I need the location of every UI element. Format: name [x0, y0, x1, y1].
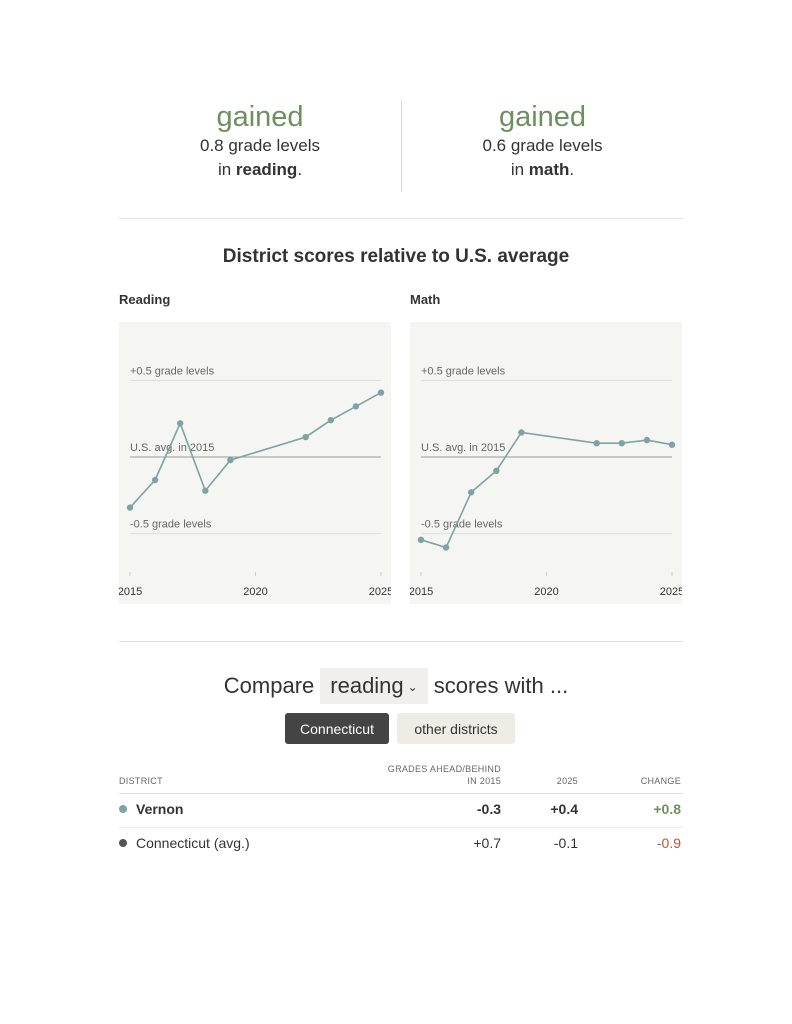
- subject-dropdown[interactable]: reading ⌄: [320, 668, 428, 704]
- header-2025: 2025: [556, 776, 578, 786]
- reading-amount: 0.8 grade levels: [199, 136, 321, 155]
- header-grades-line1: GRADES AHEAD/BEHIND: [387, 764, 501, 774]
- vernon-dot: [119, 805, 127, 813]
- reading-headline: gained: [216, 101, 304, 133]
- row-2015: +0.7: [473, 835, 501, 851]
- reading-subject-line: in reading.: [119, 158, 401, 182]
- math-summary: gained 0.6 grade levels in math.: [401, 100, 683, 192]
- reference-label: -0.5 grade levels: [130, 519, 212, 531]
- data-point: [151, 476, 159, 484]
- math-amount: 0.6 grade levels: [482, 136, 603, 155]
- x-tick-label: 2020: [243, 586, 267, 598]
- toggle-connecticut[interactable]: Connecticut: [285, 713, 389, 744]
- table-header-divider: [119, 793, 683, 794]
- reading-in: in: [217, 160, 236, 179]
- row-2015: -0.3: [476, 801, 501, 817]
- x-tick-label: 2015: [410, 586, 433, 598]
- data-point: [618, 440, 625, 447]
- math-end: .: [569, 160, 575, 179]
- x-tick-label: 2025: [660, 586, 682, 598]
- reference-label: +0.5 grade levels: [421, 365, 506, 377]
- header-grades-line2: IN 2015: [467, 776, 501, 786]
- data-point: [593, 440, 600, 447]
- reference-label: U.S. avg. in 2015: [421, 442, 505, 454]
- data-point: [202, 487, 209, 494]
- x-tick-label: 2015: [119, 586, 142, 598]
- header-change: CHANGE: [640, 776, 681, 786]
- row-change: +0.8: [653, 801, 681, 817]
- data-point: [177, 420, 184, 427]
- data-point: [417, 536, 425, 543]
- compare-heading: Compare reading ⌄ scores with ...: [0, 668, 792, 704]
- data-point: [352, 403, 360, 410]
- header-district: DISTRICT: [119, 776, 163, 786]
- chevron-down-icon: ⌄: [407, 680, 418, 694]
- data-point: [377, 389, 385, 396]
- row-2025: -0.1: [553, 835, 578, 851]
- reference-label: -0.5 grade levels: [421, 519, 503, 531]
- series-line: [129, 391, 382, 509]
- data-point: [468, 489, 475, 496]
- toggle-other-districts[interactable]: other districts: [397, 713, 515, 744]
- reading-chart-title: Reading: [119, 292, 171, 307]
- reference-label: U.S. avg. in 2015: [130, 442, 214, 454]
- data-point: [302, 433, 309, 441]
- divider: [119, 641, 683, 642]
- x-tick-label: 2025: [369, 586, 391, 598]
- data-point: [643, 436, 651, 444]
- row-name: Vernon: [136, 801, 184, 817]
- compare-prefix: Compare: [223, 673, 315, 698]
- compare-suffix: scores with ...: [433, 673, 569, 698]
- math-headline: gained: [498, 101, 587, 133]
- math-subject-line: in math.: [402, 158, 683, 182]
- row-name: Connecticut (avg.): [136, 835, 250, 851]
- data-point: [442, 544, 450, 551]
- math-chart-svg: +0.5 grade levels U.S. avg. in 2015 -0.5 g…: [410, 365, 682, 598]
- row-divider: [119, 827, 683, 828]
- reference-label: +0.5 grade levels: [130, 365, 215, 377]
- reading-chart-svg: +0.5 grade levels U.S. avg. in 2015 -0.5 g…: [119, 365, 391, 598]
- math-subject: math: [528, 160, 570, 179]
- x-tick-label: 2020: [534, 586, 558, 598]
- divider: [119, 218, 683, 219]
- subject-dropdown-value: reading: [330, 673, 404, 698]
- data-point: [493, 467, 500, 474]
- data-point: [327, 417, 334, 424]
- header-grades: GRADES AHEAD/BEHIND IN 2015: [380, 763, 501, 787]
- data-point: [126, 504, 134, 511]
- data-point: [668, 441, 676, 448]
- math-in: in: [510, 160, 529, 179]
- data-point: [227, 456, 234, 464]
- summary: gained 0.8 grade levels in reading. gain…: [119, 100, 683, 192]
- data-point: [518, 429, 525, 436]
- math-chart: +0.5 grade levels U.S. avg. in 2015 -0.5 g…: [410, 322, 682, 604]
- connecticut-dot: [119, 839, 127, 847]
- row-change: -0.9: [656, 835, 681, 851]
- section-title: District scores relative to U.S. average: [222, 246, 570, 267]
- reading-end: .: [297, 160, 303, 179]
- row-2025: +0.4: [550, 801, 578, 817]
- reading-chart: +0.5 grade levels U.S. avg. in 2015 -0.5 g…: [119, 322, 391, 604]
- reading-summary: gained 0.8 grade levels in reading.: [119, 100, 401, 192]
- math-chart-title: Math: [410, 292, 441, 307]
- reading-subject: reading: [235, 160, 298, 179]
